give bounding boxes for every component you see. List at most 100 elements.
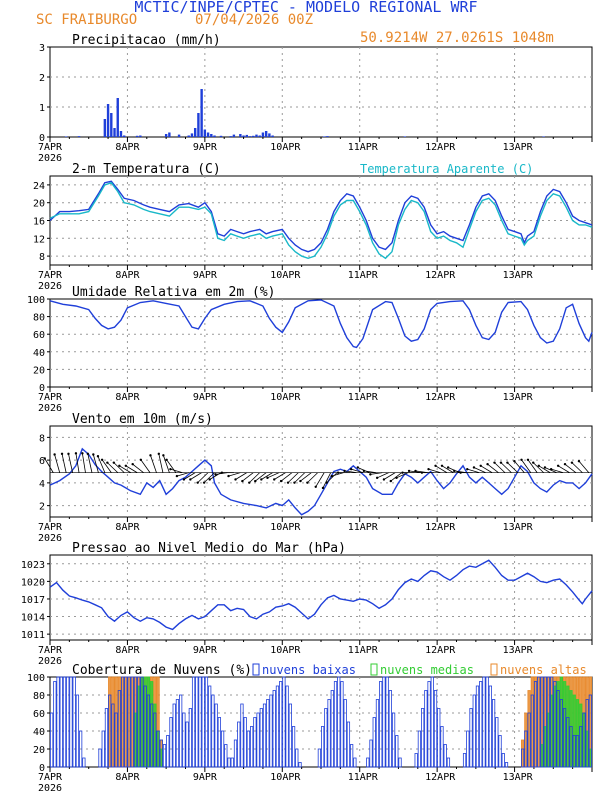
wind-vector-head xyxy=(506,461,509,464)
cloud-bar-nuvens-baixas xyxy=(540,676,544,768)
legend-label: nuvens baixas xyxy=(262,663,356,677)
cloud-bar-nuvens-baixas xyxy=(340,681,344,768)
cloud-bar-nuvens-baixas xyxy=(162,744,167,768)
precip-bar xyxy=(264,131,268,137)
wind-vector-head xyxy=(100,458,104,461)
cloud-bar-nuvens-baixas xyxy=(443,744,447,768)
wind-vector xyxy=(532,462,544,473)
cloud-bar-nuvens-baixas xyxy=(220,730,225,768)
cloud-bar-nuvens-baixas xyxy=(230,757,234,768)
cloud-bar-nuvens-baixas xyxy=(521,748,525,768)
x-tick-label: 10APR xyxy=(270,522,301,533)
cloud-bar-nuvens-baixas xyxy=(59,676,63,768)
wind-vector-head xyxy=(382,478,386,481)
wind-vector-head xyxy=(472,466,476,469)
cloud-bar-nuvens-baixas xyxy=(269,694,273,768)
wind-vector-head xyxy=(286,481,290,484)
x-tick-label: 8APR xyxy=(115,270,140,281)
wind-vector-head xyxy=(124,464,128,467)
cloud-bar-nuvens-baixas xyxy=(543,676,547,768)
precip-bar xyxy=(542,136,545,137)
wind-vector-head xyxy=(520,458,523,461)
cloud-bar-nuvens-baixas xyxy=(211,694,215,768)
wind-vector xyxy=(54,454,61,473)
panel-title-pressure: Pressao ao Nivel Medio do Mar (hPa) xyxy=(72,541,346,556)
wind-vector xyxy=(183,472,196,480)
y-tick-label: 20 xyxy=(33,365,45,376)
wind-vector-head xyxy=(273,478,276,481)
precip-bar xyxy=(252,135,255,137)
wind-vector-head xyxy=(112,461,116,464)
wind-vector xyxy=(300,472,312,482)
cloud-bar-nuvens-baixas xyxy=(572,735,576,768)
wind-vector-head xyxy=(254,479,257,483)
wind-vector-head xyxy=(343,469,346,473)
wind-vector xyxy=(75,453,80,473)
cloud-bar-nuvens-baixas xyxy=(469,708,473,768)
y-tick-label: 8 xyxy=(39,433,45,444)
x-tick-label: 12APR xyxy=(425,270,456,281)
wind-vector xyxy=(87,453,93,473)
wind-vector xyxy=(162,455,170,473)
wind-vector xyxy=(396,472,409,479)
cloud-bar-nuvens-baixas xyxy=(430,676,434,768)
cloud-bar-nuvens-baixas xyxy=(188,708,192,768)
cloud-bar-nuvens-baixas xyxy=(224,744,228,768)
cloud-bar-nuvens-baixas xyxy=(214,703,218,768)
wind-vector xyxy=(376,472,389,479)
wind-vector xyxy=(315,472,325,487)
cloud-bar-nuvens-baixas xyxy=(437,708,441,768)
wind-vector xyxy=(487,463,499,473)
y-tick-label: 1 xyxy=(39,103,45,114)
wind-vector xyxy=(249,472,260,483)
wind-vector xyxy=(101,459,112,473)
panel-frame xyxy=(49,46,593,138)
cloud-bar-nuvens-baixas xyxy=(546,676,551,768)
wind-vector-head xyxy=(563,462,567,466)
wind-vector-head xyxy=(241,479,244,483)
y-tick-label: 80 xyxy=(33,691,45,702)
cloud-bar-nuvens-baixas xyxy=(146,694,151,768)
y-tick-label: 3 xyxy=(39,43,45,54)
series-line-rh-0 xyxy=(49,299,593,349)
cloud-bar-nuvens-baixas xyxy=(50,712,54,768)
wind-vector-head xyxy=(459,471,462,474)
cloud-bar-nuvens-baixas xyxy=(98,748,102,768)
cloud-bar-nuvens-baixas xyxy=(575,735,580,768)
cloud-bar-nuvens-baixas xyxy=(330,690,334,768)
wind-vector-head xyxy=(149,454,152,457)
wind-vector-head xyxy=(162,454,165,457)
wind-vector-head xyxy=(420,471,424,474)
cloud-bar-nuvens-baixas xyxy=(566,717,570,768)
precip-bar xyxy=(197,113,200,137)
wind-vector-head xyxy=(299,479,302,483)
wind-vector xyxy=(363,470,376,474)
x-tick-label: 11APR xyxy=(348,772,379,783)
x-year-label: 2026 xyxy=(38,403,62,414)
wind-vector-head xyxy=(169,467,172,471)
cloud-bar-nuvens-baixas xyxy=(204,676,209,768)
x-tick-label: 12APR xyxy=(425,522,456,533)
cloud-bar-nuvens-baixas xyxy=(79,730,83,768)
cloud-bar-nuvens-baixas xyxy=(562,708,567,768)
y-tick-label: 1011 xyxy=(21,630,45,641)
cloud-bar-nuvens-baixas xyxy=(466,730,470,768)
panel-precip xyxy=(47,46,593,142)
y-tick-label: 8 xyxy=(39,252,45,263)
x-tick-label: 10APR xyxy=(270,645,301,656)
y-tick-label: 20 xyxy=(33,199,45,210)
wind-vector xyxy=(107,462,119,473)
panel-temp xyxy=(47,175,593,270)
cloud-bar-nuvens-baixas xyxy=(156,730,160,768)
legend-label: nuvens altas xyxy=(500,663,587,677)
panel-frame xyxy=(49,298,593,388)
cloud-bar-nuvens-baixas xyxy=(491,699,496,768)
panel-wind xyxy=(43,425,593,522)
wind-vector xyxy=(119,465,131,473)
cloud-bar-nuvens-baixas xyxy=(272,690,276,768)
y-tick-label: 24 xyxy=(33,181,45,192)
wind-vector xyxy=(326,472,338,483)
precip-bar xyxy=(239,134,242,137)
wind-vector xyxy=(527,459,538,473)
